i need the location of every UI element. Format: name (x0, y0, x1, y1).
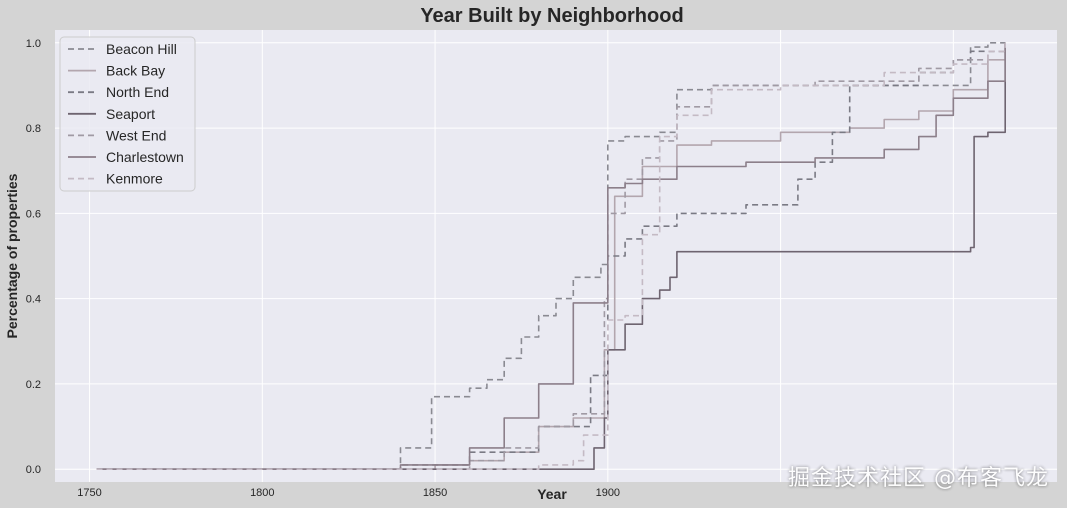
x-tick-label: 1800 (250, 487, 274, 499)
series-line-west-end (96, 42, 1006, 470)
x-tick-label: 1900 (596, 487, 620, 499)
y-tick-label: 0.2 (26, 379, 41, 391)
legend-label: Seaport (106, 106, 155, 122)
x-tick-label: 1750 (77, 487, 101, 499)
legend-box (59, 36, 196, 192)
legend-label: Back Bay (106, 63, 165, 79)
legend-label: West End (106, 127, 166, 143)
plot-area (55, 30, 1057, 482)
legend: Beacon Hill Back Bay North End Seaport West … (59, 36, 196, 192)
series-line-seaport (96, 42, 1006, 470)
series-line-kenmore (96, 42, 1006, 470)
y-tick-label: 0.4 (26, 294, 41, 306)
y-tick-label: 0.8 (26, 123, 41, 135)
y-tick-label: 0.6 (26, 208, 41, 220)
gridlines (55, 30, 1057, 482)
series-line-north-end (96, 42, 1006, 470)
legend-label: Kenmore (106, 171, 163, 187)
legend-label: Charlestown (106, 149, 184, 165)
series-lines (96, 42, 1006, 470)
watermark-text: 掘金技术社区 @布客飞龙 (788, 466, 1049, 491)
y-axis-label: Percentage of properties (4, 173, 20, 338)
y-tick-label: 0.0 (26, 464, 41, 476)
series-line-charlestown (96, 42, 1006, 470)
chart-title: Year Built by Neighborhood (420, 5, 683, 27)
y-tick-label: 1.0 (26, 38, 41, 50)
x-tick-label: 1850 (423, 487, 447, 499)
legend-label: Beacon Hill (106, 41, 177, 57)
axis-ticks: 1750 1800 1850 1900 0.0 0.2 0.4 0.6 0.8 1.0 (26, 38, 620, 499)
x-axis-label: Year (537, 486, 567, 502)
legend-label: North End (106, 84, 169, 100)
